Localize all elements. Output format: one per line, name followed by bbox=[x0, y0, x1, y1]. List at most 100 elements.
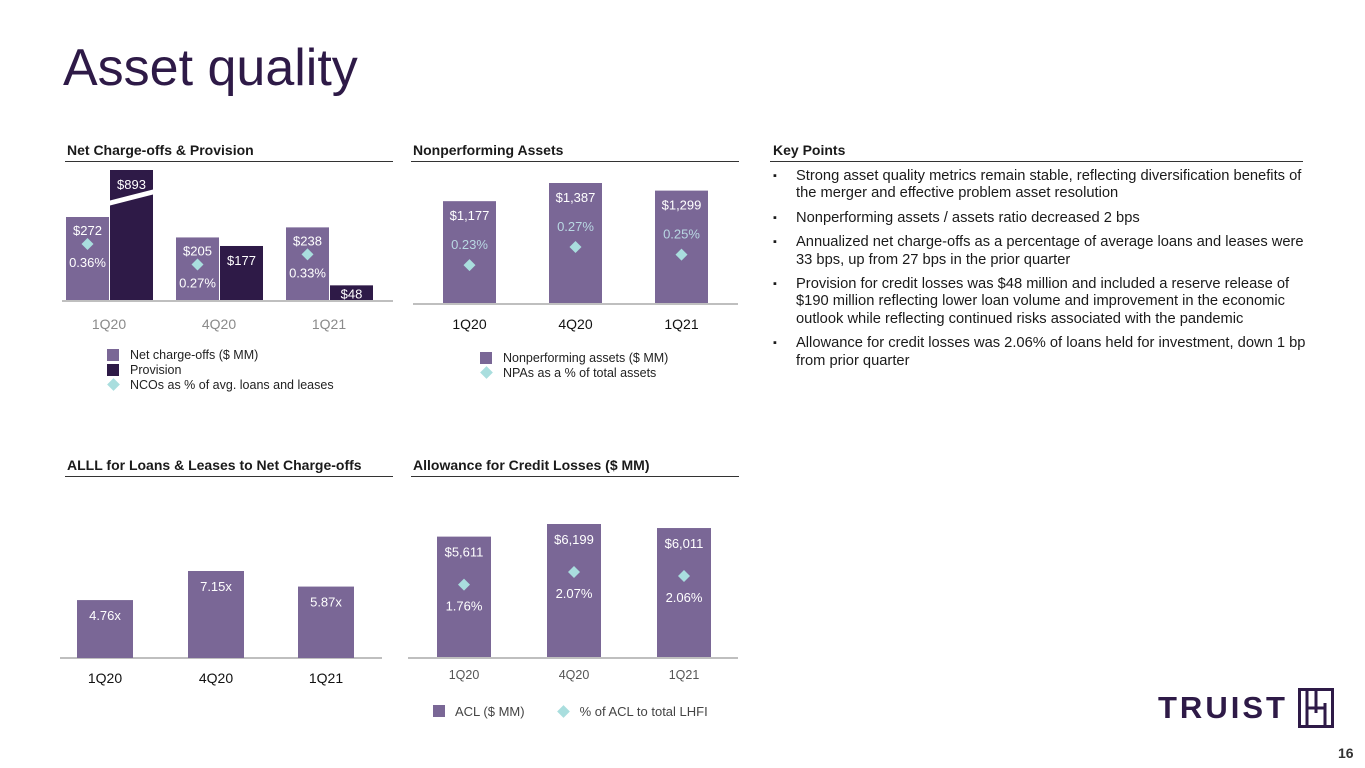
nco-pct-marker bbox=[191, 258, 204, 271]
npa-bar bbox=[443, 201, 496, 303]
legend-item-nco-pct: NCOs as % of avg. loans and leases bbox=[107, 377, 334, 392]
truist-logo: TRUIST bbox=[1158, 688, 1334, 728]
legend-label: Provision bbox=[130, 362, 182, 377]
provision-value-label: $177 bbox=[227, 253, 256, 268]
legend-label: % of ACL to total LHFI bbox=[579, 703, 708, 719]
key-points-list: ▪ Strong asset quality metrics remain sta… bbox=[773, 168, 1308, 377]
nco-pct-label: 0.33% bbox=[289, 265, 326, 280]
key-point-item: ▪ Strong asset quality metrics remain sta… bbox=[773, 168, 1308, 203]
legend-item-npa-pct: NPAs as a % of total assets bbox=[480, 365, 668, 380]
provision-bar bbox=[330, 285, 373, 300]
acl-pct-marker bbox=[458, 578, 470, 591]
key-point-item: ▪ Annualized net charge-offs as a percent… bbox=[773, 234, 1308, 269]
acl-value-label: $6,199 bbox=[554, 532, 594, 547]
npa-chart-title: Nonperforming Assets bbox=[413, 142, 564, 158]
bullet-icon: ▪ bbox=[773, 170, 777, 182]
nco-pct-label: 0.36% bbox=[69, 255, 106, 270]
diamond-icon bbox=[107, 378, 120, 391]
npa-bar bbox=[655, 190, 708, 303]
page-title: Asset quality bbox=[63, 39, 358, 97]
npa-pct-marker bbox=[675, 248, 688, 261]
acl-bar bbox=[547, 524, 601, 657]
npa-value-label: $1,387 bbox=[556, 190, 596, 205]
nco-value-label: $238 bbox=[293, 233, 322, 248]
acl-x-tick-label: 4Q20 bbox=[559, 668, 590, 682]
diamond-icon bbox=[556, 704, 570, 718]
npa-pct-marker bbox=[569, 241, 582, 253]
alll-bar bbox=[298, 586, 354, 658]
alll-chart-title: ALLL for Loans & Leases to Net Charge-of… bbox=[67, 457, 362, 473]
acl-legend: ACL ($ MM) % of ACL to total LHFI bbox=[433, 703, 708, 719]
npa-pct-label: 0.27% bbox=[557, 219, 594, 234]
nco-x-tick-label: 4Q20 bbox=[202, 316, 236, 332]
key-points-title: Key Points bbox=[773, 142, 846, 158]
legend-label: NCOs as % of avg. loans and leases bbox=[130, 377, 334, 392]
acl-pct-marker bbox=[568, 566, 580, 578]
alll-title-rule bbox=[65, 476, 393, 477]
key-point-text: Provision for credit losses was $48 mill… bbox=[796, 276, 1290, 327]
acl-x-tick-label: 1Q20 bbox=[449, 668, 480, 682]
key-point-item: ▪ Nonperforming assets / assets ratio dec… bbox=[773, 210, 1308, 227]
legend-item-npa: Nonperforming assets ($ MM) bbox=[480, 350, 668, 365]
key-point-text: Allowance for credit losses was 2.06% of… bbox=[796, 335, 1306, 369]
nco-pct-label: 0.27% bbox=[179, 275, 216, 290]
npa-pct-label: 0.25% bbox=[663, 227, 700, 242]
acl-pct-label: 2.06% bbox=[666, 590, 703, 605]
nco-pct-marker bbox=[301, 248, 314, 261]
acl-title-rule bbox=[411, 476, 739, 477]
legend-item-net-charge-offs: Net charge-offs ($ MM) bbox=[107, 347, 334, 362]
nco-bar bbox=[286, 227, 329, 300]
npa-value-label: $1,177 bbox=[450, 208, 490, 223]
bullet-icon: ▪ bbox=[773, 236, 777, 249]
npa-value-label: $1,299 bbox=[662, 198, 702, 213]
acl-bar bbox=[657, 528, 711, 657]
key-point-text: Strong asset quality metrics remain stab… bbox=[796, 168, 1302, 202]
logo-mark-icon bbox=[1297, 688, 1334, 728]
alll-x-tick-label: 1Q21 bbox=[309, 670, 343, 686]
legend-swatch-provision bbox=[107, 363, 119, 376]
alll-value-label: 4.76x bbox=[89, 608, 121, 623]
provision-value-label: $893 bbox=[117, 177, 146, 192]
acl-chart-title: Allowance for Credit Losses ($ MM) bbox=[413, 457, 650, 473]
nco-bar bbox=[66, 217, 109, 300]
acl-bar bbox=[437, 536, 491, 657]
axis-break-mark bbox=[108, 189, 155, 206]
acl-pct-label: 2.07% bbox=[556, 586, 593, 601]
page-number: 16 bbox=[1338, 745, 1354, 761]
npa-title-rule bbox=[411, 161, 739, 162]
key-point-text: Annualized net charge-offs as a percenta… bbox=[796, 234, 1304, 268]
provision-value-label: $48 bbox=[341, 286, 363, 301]
key-point-item: ▪ Allowance for credit losses was 2.06% o… bbox=[773, 335, 1308, 370]
legend-swatch-acl bbox=[433, 705, 445, 717]
nco-x-tick-label: 1Q20 bbox=[92, 316, 126, 332]
acl-x-tick-label: 1Q21 bbox=[669, 668, 700, 682]
alll-x-tick-label: 4Q20 bbox=[199, 670, 233, 686]
npa-pct-marker bbox=[463, 259, 476, 272]
nco-value-label: $272 bbox=[73, 223, 102, 238]
nco-chart-title: Net Charge-offs & Provision bbox=[67, 142, 254, 158]
alll-value-label: 5.87x bbox=[310, 595, 342, 610]
key-point-item: ▪ Provision for credit losses was $48 mil… bbox=[773, 276, 1308, 328]
legend-item-provision: Provision bbox=[107, 362, 334, 377]
key-point-text: Nonperforming assets / assets ratio decr… bbox=[796, 209, 1140, 226]
npa-x-tick-label: 4Q20 bbox=[558, 316, 592, 332]
bullet-icon: ▪ bbox=[773, 337, 777, 350]
acl-pct-marker bbox=[678, 570, 690, 583]
acl-pct-label: 1.76% bbox=[446, 599, 483, 614]
alll-bar bbox=[77, 600, 133, 658]
npa-x-tick-label: 1Q20 bbox=[452, 316, 486, 332]
key-points-rule bbox=[770, 161, 1303, 162]
bullet-icon: ▪ bbox=[773, 211, 777, 224]
nco-x-tick-label: 1Q21 bbox=[312, 316, 346, 332]
provision-bar bbox=[220, 245, 263, 300]
alll-x-tick-label: 1Q20 bbox=[88, 670, 122, 686]
nco-legend: Net charge-offs ($ MM) Provision NCOs as… bbox=[107, 347, 334, 392]
npa-pct-label: 0.23% bbox=[451, 237, 488, 252]
acl-value-label: $6,011 bbox=[665, 536, 704, 551]
npa-legend: Nonperforming assets ($ MM) NPAs as a % … bbox=[480, 350, 668, 380]
legend-label: ACL ($ MM) bbox=[455, 703, 525, 719]
bullet-icon: ▪ bbox=[773, 278, 777, 291]
legend-swatch-npa bbox=[480, 351, 492, 364]
diamond-icon bbox=[480, 366, 493, 379]
